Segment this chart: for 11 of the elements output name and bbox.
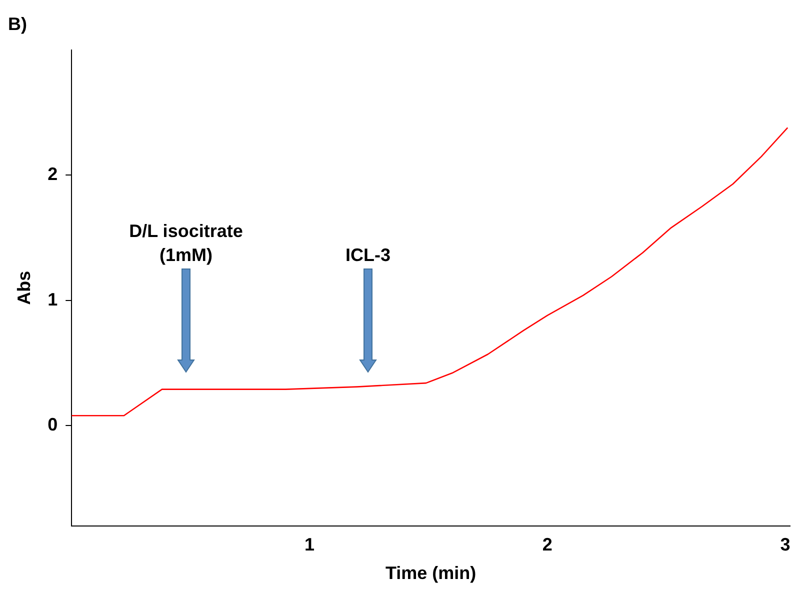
- annotation: ICL-3: [346, 245, 390, 265]
- y-tick-label: 1: [48, 289, 58, 310]
- y-tick-label: 0: [48, 414, 58, 435]
- annotation: D/L isocitrate (1mM): [129, 221, 243, 265]
- x-tick-label: 1: [304, 534, 314, 555]
- x-tick-label: 2: [542, 534, 552, 555]
- x-tick-label: 3: [780, 534, 790, 555]
- y-axis-title: Abs: [14, 270, 34, 305]
- x-axis-title: Time (min): [385, 563, 476, 584]
- y-tick-label: 2: [48, 164, 58, 184]
- chart-title: B): [8, 14, 27, 35]
